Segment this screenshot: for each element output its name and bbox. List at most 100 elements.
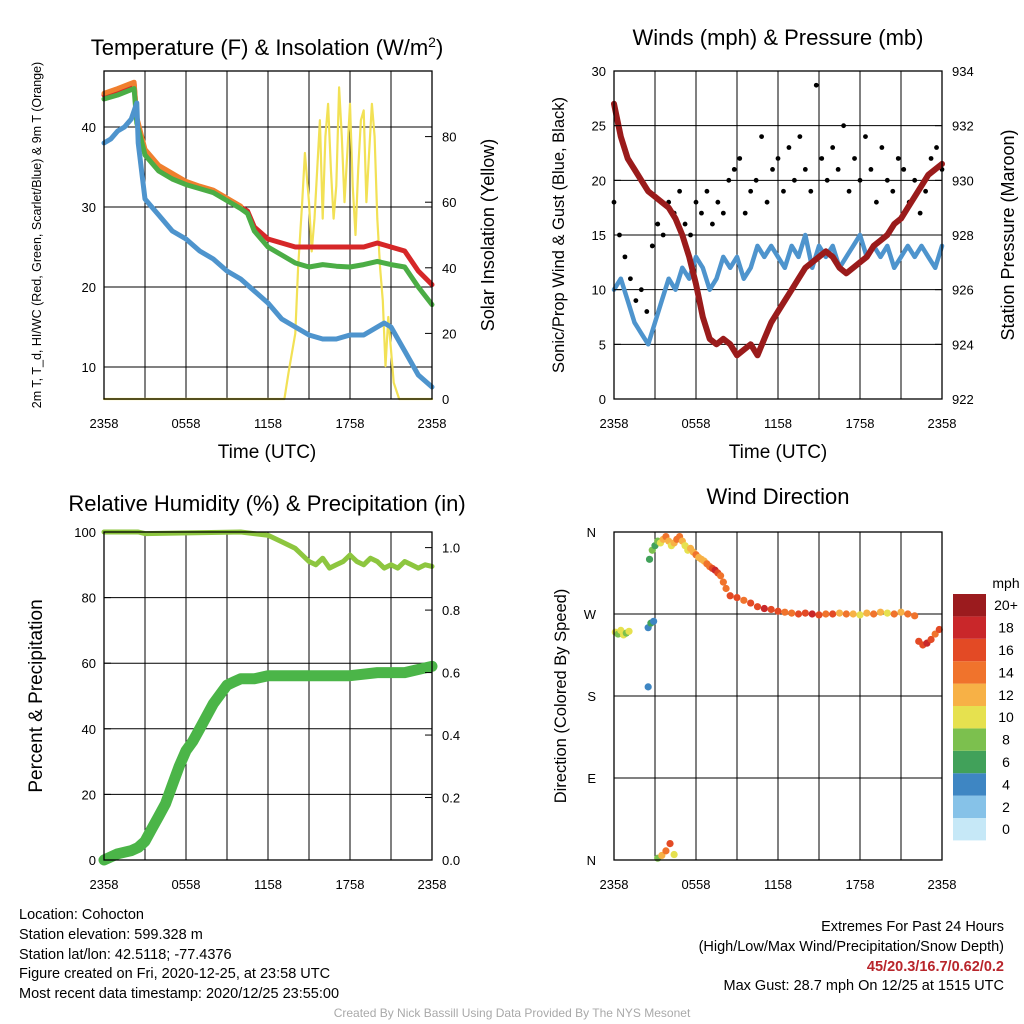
colorbar-swatch [953,661,986,684]
figure-created: Figure created on Fri, 2020-12-25, at 23… [19,966,331,983]
y-right-tick-label: 926 [952,283,974,298]
direction-point [753,603,762,611]
gust-point [748,188,754,194]
gust-point [710,221,715,227]
gust-point [841,123,846,129]
y-tick-label: 30 [592,64,606,79]
gust-point [802,167,808,172]
y-right-tick-label: 934 [952,64,974,79]
series-wind_speed [611,232,945,347]
winds-title: Winds (mph) & Pressure (mb) [633,25,924,50]
direction-point [927,635,935,644]
wind-direction-ylabel: Direction (Colored By Speed) [552,589,570,804]
series-temp_9m [101,79,244,209]
gust-point [928,156,934,161]
colorbar-tick-label: 10 [998,709,1014,725]
direction-point [774,607,782,615]
series-precip [98,660,438,866]
x-tick-label: 1758 [846,416,875,431]
gust-point [895,156,901,161]
gust-point [868,167,874,172]
direction-tick-label: N [587,525,596,540]
gust-point [699,210,704,216]
humidity-ylabel: Percent & Precipitation [26,599,47,792]
gust-point [901,167,907,172]
direction-point [666,840,674,848]
direction-tick-label: N [587,853,596,868]
gust-point [912,177,918,183]
x-tick-label: 2358 [418,877,447,892]
station-elevation: Station elevation: 599.328 m [19,926,203,943]
direction-point [644,683,652,691]
y-tick-label: 20 [82,280,96,295]
station-info: Location: Cohocton Station elevation: 59… [19,906,339,1005]
direction-point [670,850,678,859]
series-pressure [611,100,945,359]
series-wind_chill [101,86,435,308]
y-tick-label: 80 [82,591,96,606]
temperature-xlabel: Time (UTC) [218,442,317,463]
direction-point [876,608,885,616]
direction-point [911,612,919,620]
y-right-tick-label: 1.0 [442,541,460,556]
gust-point [655,221,661,227]
x-tick-label: 2358 [90,416,119,431]
gust-point [628,276,633,282]
y-right-tick-label: 20 [442,326,456,341]
gust-point [720,210,726,216]
y-tick-label: 25 [592,119,606,134]
temperature-panel: Temperature (F) & Insolation (W/m2) 2358… [30,34,498,463]
gust-point [753,177,759,183]
extremes-info: Extremes For Past 24 Hours (High/Low/Max… [699,918,1004,997]
direction-point [645,555,654,563]
colorbar-tick-label: 18 [998,620,1014,636]
winds-ylabel: Sonic/Prop Wind & Gust (Blue, Black) [550,97,568,373]
direction-point [815,611,823,619]
direction-point [890,610,898,618]
gust-point [846,188,852,194]
gust-point [819,156,825,161]
wind-direction-title: Wind Direction [706,484,849,509]
x-tick-label: 1158 [254,877,282,892]
temperature-frame [103,70,433,400]
y-tick-label: 20 [592,173,606,188]
gust-point [813,82,819,88]
direction-point [904,610,912,618]
x-tick-label: 2358 [600,877,629,892]
gust-point [742,210,748,216]
direction-point [650,617,658,625]
gust-point [792,177,797,183]
colorbar-swatch [953,818,986,841]
temperature-ylabel-right: Solar Insolation (Yellow) [478,139,498,331]
gust-point [622,254,628,260]
direction-tick-label: S [587,689,596,704]
y-tick-label: 0 [599,392,606,407]
direction-point [897,608,905,616]
y-tick-label: 10 [592,283,606,298]
gust-point [824,177,830,183]
series-insolation [102,86,434,401]
direction-point [760,604,768,613]
gust-point [688,232,693,238]
direction-point [662,847,670,855]
extremes-values: 45/20.3/16.7/0.62/0.2 [866,958,1004,975]
gust-point [852,156,857,161]
colorbar-swatch [953,706,986,729]
y-right-tick-label: 932 [952,119,974,134]
direction-point [849,610,857,618]
x-tick-label: 2358 [600,416,629,431]
direction-point [726,592,734,600]
colorbar-tick-label: 0 [1002,821,1010,837]
direction-point [740,596,748,604]
colorbar-swatch [953,795,986,818]
y-right-tick-label: 0.0 [442,853,460,868]
x-tick-label: 1158 [764,877,792,892]
gust-point [633,298,639,303]
colorbar-swatch [953,594,986,617]
colorbar-tick-label: 16 [998,642,1014,658]
direction-point [625,627,633,635]
colorbar-tick-label: 4 [1002,776,1010,792]
gust-point [890,188,896,194]
y-right-tick-label: 40 [442,261,456,276]
